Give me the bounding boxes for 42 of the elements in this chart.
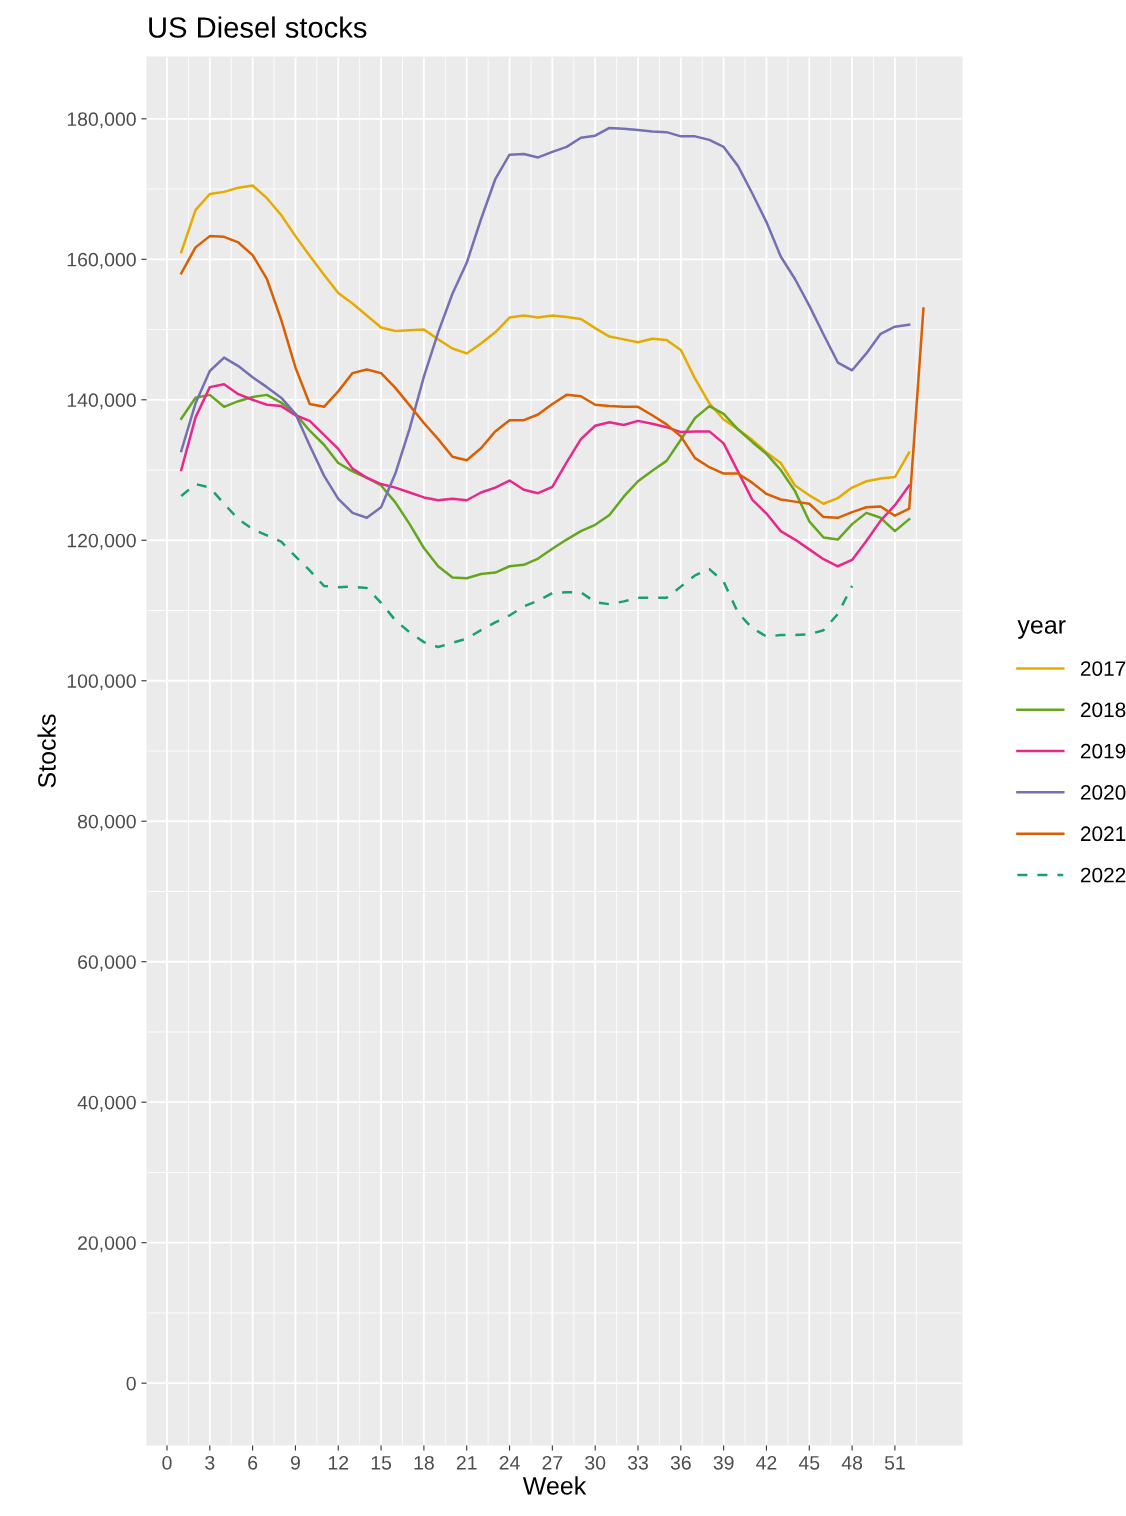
x-axis-title: Week [522, 1476, 587, 1495]
legend-label: 2018 [1080, 702, 1126, 718]
y-tick-label: 160,000 [67, 252, 136, 269]
x-tick-label: 36 [670, 1455, 691, 1470]
x-tick-label: 21 [456, 1455, 477, 1470]
x-tick-label: 0 [162, 1455, 172, 1470]
x-tick-label: 15 [371, 1456, 392, 1470]
y-tick-label: 60,000 [78, 955, 136, 972]
legend-title: year [1017, 620, 1066, 639]
x-tick-label: 9 [290, 1455, 300, 1470]
legend-label: 2020 [1080, 785, 1126, 800]
x-tick-label: 42 [756, 1455, 777, 1470]
line-series [180, 482, 854, 649]
x-tick-label: 48 [841, 1455, 863, 1470]
y-tick-label: 120,000 [67, 533, 136, 550]
x-tick-label: 33 [627, 1455, 648, 1470]
chart-title: US Diesel stocks [149, 16, 367, 38]
y-tick-label: 20,000 [78, 1236, 136, 1253]
y-tick-label: 80,000 [77, 814, 136, 831]
line-series [180, 184, 911, 505]
line-series [180, 234, 925, 520]
x-tick-label: 39 [713, 1455, 734, 1470]
y-tick-label: 140,000 [67, 393, 136, 410]
y-axis-title: Stocks [37, 714, 56, 788]
x-tick-label: 6 [248, 1455, 258, 1470]
x-tick-label: 30 [585, 1455, 606, 1470]
legend-label: 2022 [1080, 867, 1126, 883]
legend-label: 2021 [1080, 826, 1126, 842]
x-tick-label: 45 [798, 1456, 820, 1470]
line-series [180, 126, 911, 520]
y-tick-label: 40,000 [77, 1095, 136, 1112]
x-tick-label: 18 [414, 1455, 434, 1470]
x-tick-label: 27 [542, 1455, 563, 1470]
x-tick-label: 3 [205, 1455, 215, 1470]
x-tick-label: 24 [499, 1455, 520, 1470]
x-tick-label: 12 [328, 1455, 349, 1470]
legend-label: 2017 [1080, 661, 1126, 676]
legend-label: 2019 [1080, 743, 1126, 759]
y-tick-label: 0 [126, 1376, 136, 1391]
y-tick-label: 100,000 [67, 674, 136, 691]
x-tick-label: 51 [884, 1456, 905, 1470]
y-tick-label: 180,000 [67, 112, 136, 129]
